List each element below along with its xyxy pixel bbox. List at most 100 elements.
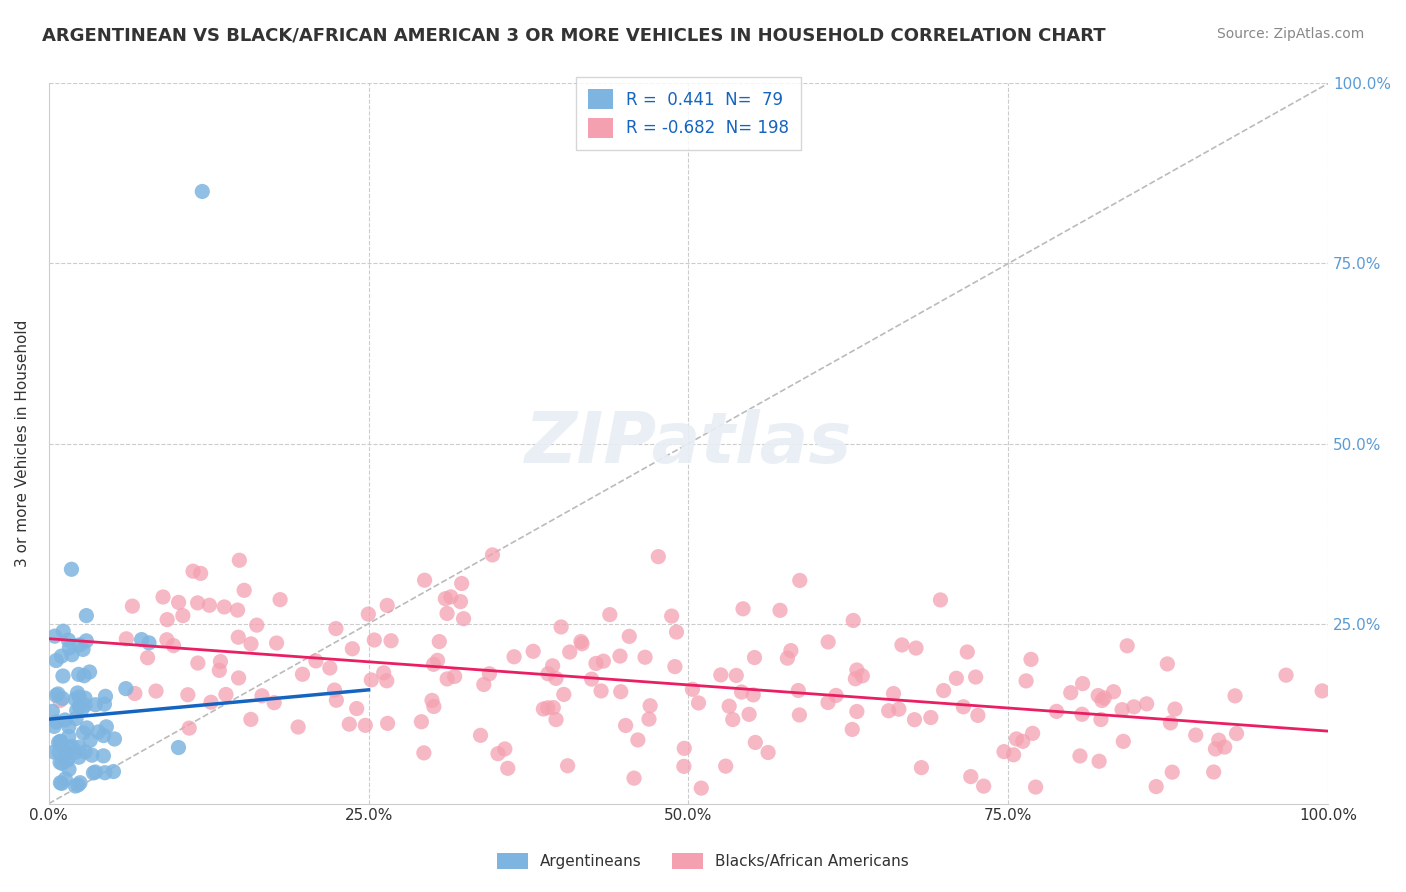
Argentineans — [49, 734, 72, 748]
Argentineans — [49, 776, 72, 790]
Blacks/African Americans — [1144, 780, 1167, 794]
Blacks/African Americans — [965, 670, 987, 684]
Blacks/African Americans — [581, 672, 603, 686]
Blacks/African Americans — [903, 713, 925, 727]
Blacks/African Americans — [1156, 657, 1178, 671]
Blacks/African Americans — [156, 632, 179, 647]
Blacks/African Americans — [910, 761, 932, 775]
Blacks/African Americans — [486, 747, 509, 761]
Blacks/African Americans — [1015, 673, 1038, 688]
Blacks/African Americans — [932, 683, 955, 698]
Blacks/African Americans — [198, 599, 221, 613]
Blacks/African Americans — [841, 723, 863, 737]
Argentineans — [67, 750, 90, 764]
Blacks/African Americans — [239, 713, 262, 727]
Argentineans — [51, 649, 73, 664]
Blacks/African Americans — [744, 735, 766, 749]
Argentineans — [87, 725, 110, 739]
Blacks/African Americans — [187, 596, 209, 610]
Blacks/African Americans — [571, 637, 593, 651]
Argentineans — [63, 746, 86, 760]
Blacks/African Americans — [49, 693, 72, 707]
Blacks/African Americans — [1223, 689, 1246, 703]
Blacks/African Americans — [1111, 703, 1133, 717]
Blacks/African Americans — [440, 590, 463, 604]
Argentineans — [48, 735, 70, 749]
Blacks/African Americans — [233, 583, 256, 598]
Blacks/African Americans — [787, 683, 810, 698]
Argentineans — [75, 633, 97, 648]
Blacks/African Americans — [443, 669, 465, 683]
Argentineans — [52, 624, 75, 639]
Blacks/African Americans — [599, 607, 621, 622]
Blacks/African Americans — [553, 688, 575, 702]
Blacks/African Americans — [377, 716, 399, 731]
Argentineans — [69, 638, 91, 652]
Argentineans — [58, 633, 80, 648]
Blacks/African Americans — [325, 693, 347, 707]
Argentineans — [103, 731, 125, 746]
Argentineans — [53, 713, 76, 727]
Blacks/African Americans — [550, 620, 572, 634]
Blacks/African Americans — [177, 688, 200, 702]
Argentineans — [73, 691, 96, 706]
Blacks/African Americans — [544, 672, 567, 686]
Blacks/African Americans — [246, 618, 269, 632]
Argentineans — [93, 748, 115, 763]
Blacks/African Americans — [1088, 754, 1111, 768]
Argentineans — [69, 698, 91, 713]
Blacks/African Americans — [1204, 742, 1226, 756]
Blacks/African Americans — [531, 702, 554, 716]
Blacks/African Americans — [731, 602, 754, 616]
Blacks/African Americans — [537, 666, 560, 681]
Blacks/African Americans — [730, 685, 752, 699]
Blacks/African Americans — [718, 699, 741, 714]
Blacks/African Americans — [263, 696, 285, 710]
Blacks/African Americans — [228, 671, 250, 685]
Blacks/African Americans — [208, 664, 231, 678]
Blacks/African Americans — [1069, 748, 1091, 763]
Blacks/African Americans — [1184, 728, 1206, 742]
Blacks/African Americans — [375, 599, 398, 613]
Blacks/African Americans — [952, 699, 974, 714]
Blacks/African Americans — [1275, 668, 1298, 682]
Argentineans — [49, 756, 72, 770]
Blacks/African Americans — [842, 614, 865, 628]
Blacks/African Americans — [291, 667, 314, 681]
Text: ARGENTINEAN VS BLACK/AFRICAN AMERICAN 3 OR MORE VEHICLES IN HOUSEHOLD CORRELATIO: ARGENTINEAN VS BLACK/AFRICAN AMERICAN 3 … — [42, 27, 1105, 45]
Blacks/African Americans — [228, 553, 250, 567]
Blacks/African Americans — [152, 590, 174, 604]
Blacks/African Americans — [124, 686, 146, 700]
Blacks/African Americans — [945, 671, 967, 685]
Blacks/African Americans — [1310, 684, 1333, 698]
Blacks/African Americans — [1136, 697, 1159, 711]
Blacks/African Americans — [851, 669, 873, 683]
Blacks/African Americans — [690, 781, 713, 796]
Blacks/African Americans — [1011, 734, 1033, 748]
Argentineans — [48, 745, 70, 759]
Argentineans — [41, 705, 63, 719]
Blacks/African Americans — [825, 689, 848, 703]
Argentineans — [75, 608, 97, 623]
Blacks/African Americans — [181, 564, 204, 578]
Blacks/African Americans — [453, 612, 475, 626]
Blacks/African Americans — [250, 689, 273, 703]
Blacks/African Americans — [609, 649, 631, 664]
Argentineans — [75, 745, 97, 759]
Argentineans — [82, 765, 104, 780]
Argentineans — [51, 691, 73, 706]
Argentineans — [69, 775, 91, 789]
Blacks/African Americans — [993, 745, 1015, 759]
Blacks/African Americans — [503, 649, 526, 664]
Blacks/African Americans — [325, 622, 347, 636]
Argentineans — [84, 765, 107, 780]
Blacks/African Americans — [214, 599, 236, 614]
Blacks/African Americans — [1002, 747, 1025, 762]
Argentineans — [53, 772, 76, 786]
Blacks/African Americans — [426, 653, 449, 667]
Blacks/African Americans — [627, 733, 650, 747]
Argentineans — [67, 699, 90, 714]
Argentineans — [167, 740, 190, 755]
Argentineans — [51, 756, 73, 771]
Blacks/African Americans — [769, 603, 792, 617]
